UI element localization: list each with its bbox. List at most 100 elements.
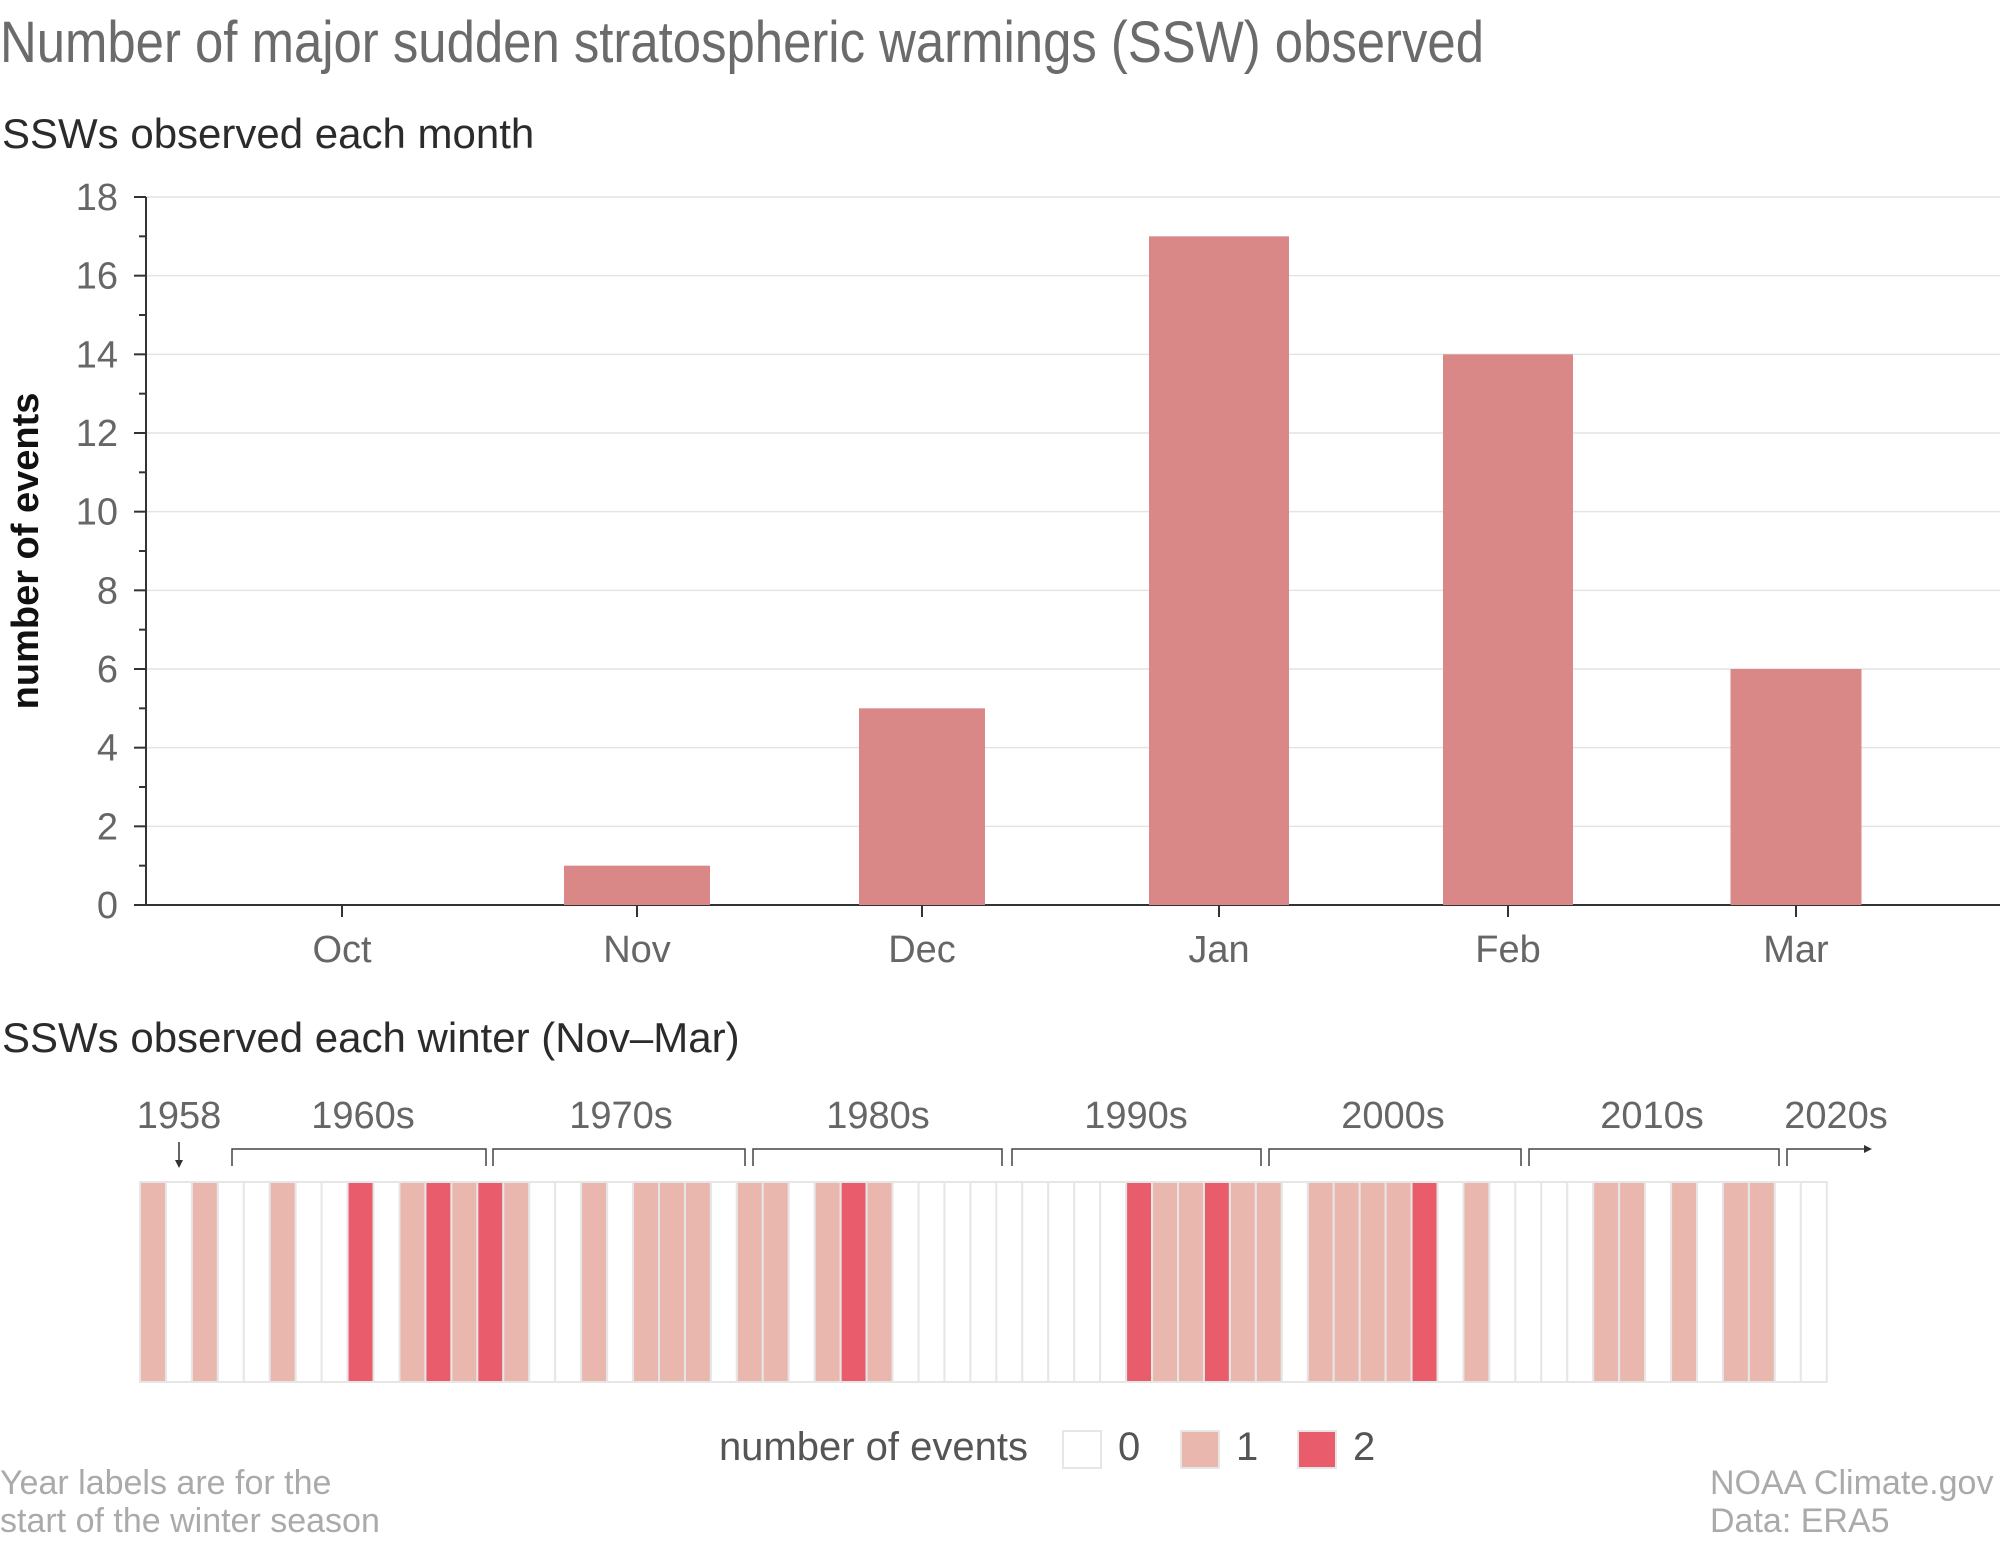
decade-label-1960s: 1960s bbox=[311, 1095, 415, 1137]
winter-cell-2009 bbox=[1462, 1181, 1491, 1383]
winter-cell-1958 bbox=[139, 1181, 167, 1383]
bracket-2010s bbox=[1528, 1148, 1780, 1166]
y-tick-label: 16 bbox=[76, 256, 118, 298]
bracket-2020s bbox=[1786, 1148, 1866, 1166]
decade-label-2020s: 2020s bbox=[1784, 1095, 1888, 1137]
footnote-left-line: Year labels are for the bbox=[0, 1464, 331, 1502]
winter-cell-2021 bbox=[1773, 1181, 1802, 1383]
winter-cell-1960 bbox=[190, 1181, 219, 1383]
winter-cell-1993 bbox=[1047, 1181, 1076, 1383]
winter-cell-2013 bbox=[1566, 1181, 1595, 1383]
bracket-1990s bbox=[1011, 1148, 1262, 1166]
y-tick-label: 4 bbox=[97, 728, 118, 770]
winter-cell-1980 bbox=[709, 1181, 738, 1383]
winter-cell-1977 bbox=[632, 1181, 660, 1383]
winter-cell-2014 bbox=[1592, 1181, 1621, 1383]
winter-cell-2017 bbox=[1670, 1181, 1699, 1383]
winter-cell-1974 bbox=[554, 1181, 583, 1383]
winter-cell-1989 bbox=[943, 1181, 972, 1383]
decade-label-2010s: 2010s bbox=[1600, 1095, 1704, 1137]
legend-label-1: 1 bbox=[1236, 1425, 1258, 1469]
winter-cell-1971 bbox=[476, 1181, 505, 1383]
y-tick-label: 18 bbox=[76, 177, 118, 219]
decade-label-1958: 1958 bbox=[137, 1095, 222, 1137]
x-tick-label: Nov bbox=[603, 929, 671, 971]
chart-title: Number of major sudden stratospheric war… bbox=[0, 10, 1484, 75]
monthly-bar-chart: 0 2 4 6 8 10 12 14 16 18 number of events Oct Nov Dec… bbox=[5, 177, 2000, 971]
legend-title: number of events bbox=[719, 1425, 1028, 1469]
winter-cell-1965 bbox=[320, 1181, 349, 1383]
winter-cell-1972 bbox=[502, 1181, 531, 1383]
winter-cell-1969 bbox=[424, 1181, 453, 1383]
bracket-1970s bbox=[492, 1148, 746, 1166]
bar-mar bbox=[1730, 669, 1862, 905]
winter-cell-1979 bbox=[683, 1181, 712, 1383]
winter-cell-1968 bbox=[398, 1181, 427, 1383]
footnote-left-line: start of the winter season bbox=[0, 1502, 380, 1540]
winter-cell-1976 bbox=[606, 1181, 635, 1383]
winter-cell-2000 bbox=[1228, 1181, 1257, 1383]
winter-cell-1997 bbox=[1151, 1181, 1180, 1383]
winter-cell-1987 bbox=[891, 1181, 920, 1383]
winter-cell-1984 bbox=[813, 1181, 842, 1383]
y-tick-label: 0 bbox=[97, 885, 118, 927]
bar-dec bbox=[859, 708, 985, 905]
winter-cell-1992 bbox=[1021, 1181, 1050, 1383]
winter-cell-1999 bbox=[1202, 1181, 1231, 1383]
y-tick-label: 12 bbox=[76, 413, 118, 455]
winter-cell-1962 bbox=[242, 1181, 271, 1383]
winter-cell-2010 bbox=[1488, 1181, 1517, 1383]
legend-swatch-1 bbox=[1180, 1430, 1220, 1469]
y-tick-label: 10 bbox=[76, 492, 118, 534]
winter-cell-1975 bbox=[580, 1181, 609, 1383]
winter-cell-1959 bbox=[164, 1181, 193, 1383]
winter-cell-1973 bbox=[528, 1181, 557, 1383]
bar-jan bbox=[1149, 236, 1289, 906]
winter-cell-2007 bbox=[1410, 1181, 1439, 1383]
winter-cell-1995 bbox=[1099, 1181, 1128, 1383]
x-tick-label: Jan bbox=[1188, 929, 1249, 971]
winter-cell-1981 bbox=[735, 1181, 764, 1383]
y-axis-label: number of events bbox=[5, 393, 47, 710]
decade-label-1990s: 1990s bbox=[1084, 1095, 1188, 1137]
winter-cell-1985 bbox=[839, 1181, 868, 1383]
legend-label-0: 0 bbox=[1118, 1425, 1140, 1469]
winter-cell-1991 bbox=[995, 1181, 1024, 1383]
winter-cell-2018 bbox=[1696, 1181, 1724, 1383]
winter-cell-2012 bbox=[1540, 1181, 1569, 1383]
x-tick-label: Mar bbox=[1763, 929, 1829, 971]
winter-cell-1998 bbox=[1177, 1181, 1205, 1383]
winter-cell-1986 bbox=[865, 1181, 894, 1383]
winter-cell-1983 bbox=[787, 1181, 816, 1383]
x-tick-label: Feb bbox=[1475, 929, 1540, 971]
winter-cell-1966 bbox=[346, 1181, 375, 1383]
bracket-1960s bbox=[231, 1148, 487, 1166]
winter-cell-2022 bbox=[1799, 1181, 1828, 1383]
y-tick-label: 6 bbox=[97, 649, 118, 691]
winter-cell-1978 bbox=[658, 1181, 686, 1383]
footnote-right-line: Data: ERA5 bbox=[1710, 1502, 1890, 1540]
decade-label-1970s: 1970s bbox=[569, 1095, 673, 1137]
winter-heatmap: 1958 1960s 1970s 1980s 1990s 2000s 2010s 2020s bbox=[137, 1095, 1888, 1383]
heatmap-legend: number of events 0 1 2 bbox=[719, 1425, 1375, 1469]
winter-cell-2020 bbox=[1747, 1181, 1776, 1383]
legend-label-2: 2 bbox=[1353, 1425, 1375, 1469]
monthly-chart-subtitle: SSWs observed each month bbox=[2, 110, 534, 157]
winter-cell-2005 bbox=[1358, 1181, 1387, 1383]
winter-cell-1988 bbox=[917, 1181, 946, 1383]
winter-cell-1961 bbox=[216, 1181, 245, 1383]
winter-cell-2019 bbox=[1721, 1181, 1750, 1383]
winter-cell-2002 bbox=[1280, 1181, 1309, 1383]
x-tick-label: Oct bbox=[312, 929, 372, 971]
winter-cell-1994 bbox=[1073, 1181, 1102, 1383]
bracket-2000s bbox=[1268, 1148, 1522, 1166]
y-tick-label: 8 bbox=[97, 570, 118, 612]
x-tick-label: Dec bbox=[888, 929, 956, 971]
winter-cell-2016 bbox=[1644, 1181, 1673, 1383]
bracket-2020s-arrow bbox=[1864, 1145, 1872, 1153]
decade-label-2000s: 2000s bbox=[1341, 1095, 1445, 1137]
decade-label-1980s: 1980s bbox=[826, 1095, 930, 1137]
winter-cell-2003 bbox=[1306, 1181, 1335, 1383]
